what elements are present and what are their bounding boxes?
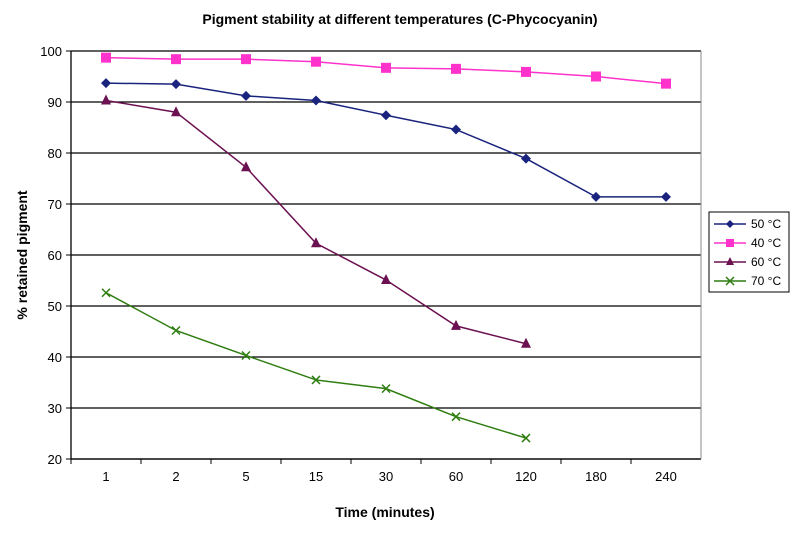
diamond-marker	[661, 191, 671, 202]
chart-title: Pigment stability at different temperatu…	[202, 11, 597, 27]
x-tick-label: 1	[102, 469, 109, 484]
series-70c	[101, 288, 531, 443]
legend-label: 50 °C	[751, 217, 781, 231]
y-tick-label: 20	[48, 452, 62, 467]
square-marker	[451, 63, 461, 74]
y-tick-label: 60	[48, 248, 62, 263]
square-marker	[521, 66, 531, 77]
triangle-marker	[451, 319, 461, 330]
triangle-marker	[241, 161, 251, 172]
square-marker	[726, 239, 734, 247]
legend-item: 70 °C	[714, 274, 781, 288]
diamond-marker	[451, 124, 461, 135]
diamond-marker	[311, 95, 321, 106]
y-tick-label: 70	[48, 197, 62, 212]
x-marker-stroke	[101, 288, 111, 298]
x-marker-stroke	[311, 375, 321, 385]
series-60c	[101, 94, 531, 348]
x-axis-label: Time (minutes)	[335, 504, 434, 520]
x-marker-stroke	[241, 350, 251, 361]
x-marker-stroke	[171, 325, 181, 336]
x-tick-label: 5	[242, 469, 249, 484]
x-tick-label: 60	[449, 469, 463, 484]
y-tick-label: 50	[48, 299, 62, 314]
diamond-marker	[171, 79, 181, 90]
series-line	[105, 292, 527, 439]
x-marker-stroke	[451, 412, 461, 422]
square-marker	[591, 71, 601, 82]
y-tick-label: 80	[48, 146, 62, 161]
y-tick-label: 40	[48, 350, 62, 365]
x-tick-label: 15	[309, 469, 323, 484]
legend-label: 70 °C	[751, 274, 781, 288]
x-marker	[101, 288, 111, 298]
triangle-marker	[171, 106, 181, 117]
x-marker-stroke	[725, 276, 735, 286]
diamond-marker	[241, 90, 251, 101]
diamond-marker	[101, 78, 111, 89]
legend-label: 40 °C	[751, 236, 781, 250]
square-marker	[381, 62, 391, 73]
x-tick-label: 120	[515, 469, 537, 484]
legend-item: 60 °C	[714, 255, 781, 269]
square-marker	[171, 54, 181, 65]
series-50c	[101, 78, 671, 202]
square-marker	[241, 54, 251, 65]
series-line	[105, 99, 527, 345]
x-marker-stroke	[381, 384, 391, 394]
x-marker	[171, 325, 181, 336]
legend-label: 60 °C	[751, 255, 781, 269]
diamond-marker	[726, 220, 734, 228]
triangle-marker	[521, 337, 531, 348]
x-marker-stroke	[521, 433, 531, 443]
y-axis-label: % retained pigment	[14, 190, 30, 319]
x-tick-label: 180	[585, 469, 607, 484]
series-40c	[101, 52, 671, 89]
triangle-marker	[101, 94, 111, 105]
legend-item: 40 °C	[714, 236, 781, 250]
y-tick-label: 100	[40, 44, 62, 59]
y-tick-label: 30	[48, 401, 62, 416]
triangle-marker	[381, 273, 391, 284]
square-marker	[311, 56, 321, 67]
x-tick-label: 240	[655, 469, 677, 484]
series-line	[105, 82, 666, 198]
legend: 50 °C 40 °C 60 °C 70 °C	[708, 211, 790, 293]
y-tick-label: 90	[48, 95, 62, 110]
x-marker	[311, 375, 321, 385]
diamond-marker	[521, 153, 531, 164]
square-marker	[661, 78, 671, 89]
diamond-marker	[591, 191, 601, 202]
x-marker	[381, 384, 391, 394]
legend-item: 50 °C	[714, 217, 781, 231]
x-marker	[451, 412, 461, 422]
triangle-marker	[726, 257, 734, 265]
square-marker	[101, 52, 111, 63]
diamond-marker	[381, 110, 391, 121]
x-marker	[521, 433, 531, 443]
x-marker	[725, 276, 735, 286]
triangle-marker	[311, 237, 321, 248]
x-tick-label: 2	[172, 469, 179, 484]
x-tick-label: 30	[379, 469, 393, 484]
legend-box	[708, 211, 790, 293]
x-marker	[241, 350, 251, 361]
